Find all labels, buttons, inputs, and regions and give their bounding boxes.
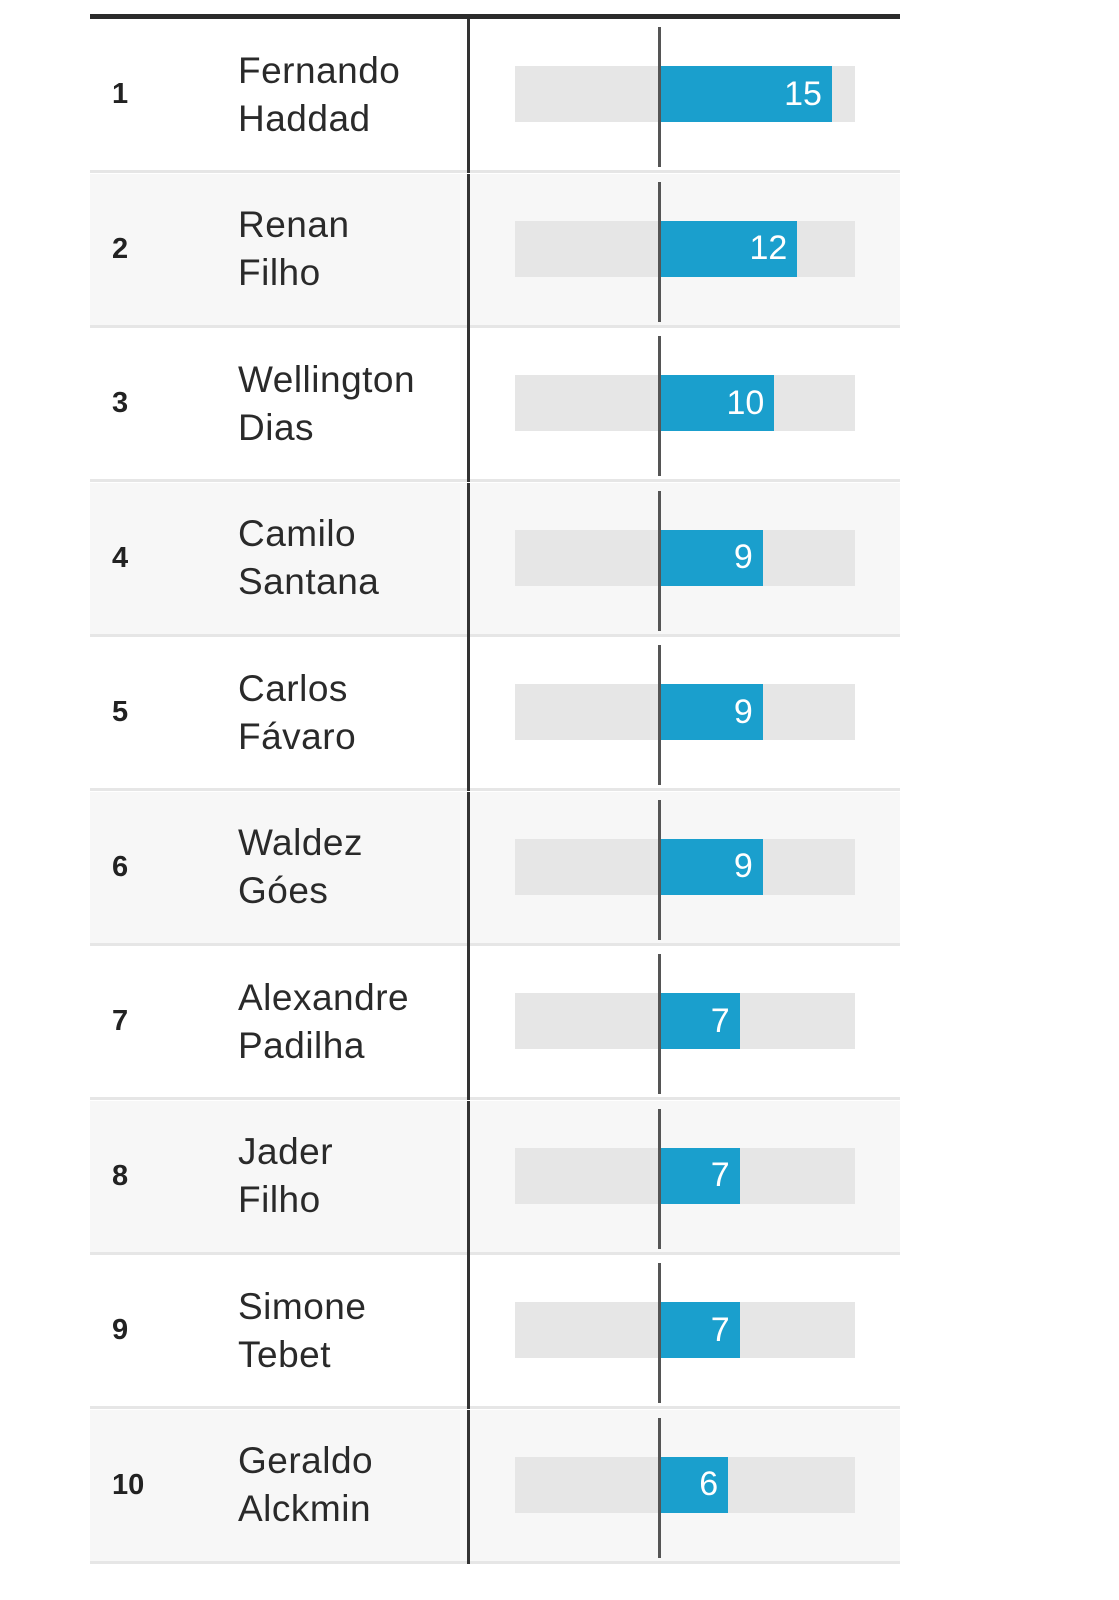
person-name-line1: Fernando [238,49,401,91]
table-row: 6 Waldez Góes 9 [90,791,900,946]
bar-value-label: 10 [726,383,765,422]
person-name-line1: Camilo [238,513,357,554]
rank-label: 9 [112,1314,129,1346]
zero-axis-line [658,1263,661,1403]
person-name: Alexandre Padilha [238,946,409,1097]
column-divider [467,482,470,637]
value-bar [659,66,832,122]
value-bar [659,1456,729,1513]
zero-axis-line [658,645,661,785]
rank-label: 7 [112,1005,129,1037]
person-name-line2: Padilha [238,1024,365,1066]
rank-label: 6 [112,850,129,883]
column-divider [467,19,470,173]
person-name-line1: Waldez [238,822,364,863]
person-name-line2: Góes [238,870,329,911]
person-name-line1: Simone [238,1285,367,1327]
person-name-line1: Renan [238,204,350,245]
table-row: 3 Wellington Dias 10 [90,328,900,482]
value-bar [659,1147,740,1204]
rank-label: 3 [112,387,129,419]
bar-value-label: 7 [710,1001,730,1040]
rank-label: 2 [112,232,129,265]
bar-value-label: 9 [733,692,753,731]
bar-value-label: 7 [710,1310,730,1349]
column-divider [467,791,470,946]
column-divider [467,173,470,328]
zero-axis-line [658,954,661,1094]
person-name: Jader Filho [238,1101,333,1252]
column-divider [467,1409,470,1564]
zero-axis-line [658,1417,661,1558]
zero-axis-line [658,1108,661,1249]
person-name-line1: Carlos [238,667,348,709]
value-bar [659,529,763,586]
column-divider [467,1255,470,1409]
zero-axis-line [658,181,661,322]
person-name-line2: Filho [238,1179,321,1220]
person-name: Camilo Santana [238,483,379,634]
table-top-rule [90,14,900,19]
column-divider [467,328,470,482]
value-bar [659,220,798,277]
table-row: 9 Simone Tebet 7 [90,1255,900,1409]
person-name: Fernando Haddad [238,19,400,170]
person-name-line2: Dias [238,406,315,448]
rank-label: 5 [112,696,129,728]
rank-label: 1 [112,78,129,110]
person-name: Geraldo Alckmin [238,1410,373,1561]
table-row: 8 Jader Filho 7 [90,1100,900,1255]
zero-axis-line [658,490,661,631]
table-row: 7 Alexandre Padilha 7 [90,946,900,1100]
table-row: 10 Geraldo Alckmin 6 [90,1409,900,1564]
zero-axis-line [658,799,661,940]
rank-label: 8 [112,1159,129,1192]
person-name-line1: Wellington [238,358,416,400]
person-name-line2: Filho [238,252,321,293]
table-row: 5 Carlos Fávaro 9 [90,637,900,791]
column-divider [467,946,470,1100]
person-name-line2: Haddad [238,97,371,139]
value-bar [659,375,775,431]
bar-value-label: 12 [749,229,788,267]
rank-label: 4 [112,541,129,574]
person-name: Waldez Góes [238,792,363,943]
bar-value-label: 9 [733,538,753,576]
value-bar [659,838,763,895]
bar-value-label: 7 [710,1156,730,1194]
person-name: Simone Tebet [238,1255,366,1406]
person-name-line1: Alexandre [238,976,410,1018]
value-bar [659,993,740,1049]
person-name: Carlos Fávaro [238,637,356,788]
table-row: 1 Fernando Haddad 15 [90,19,900,173]
person-name-line1: Jader [238,1131,334,1172]
person-name-line2: Tebet [238,1333,332,1375]
bar-value-label: 15 [784,74,822,113]
zero-axis-line [658,336,661,476]
person-name: Wellington Dias [238,328,415,479]
person-name-line1: Geraldo [238,1440,374,1481]
table-row: 2 Renan Filho 12 [90,173,900,328]
column-divider [467,637,470,791]
column-divider [467,1100,470,1255]
value-bar [659,1302,740,1358]
person-name-line2: Fávaro [238,715,357,757]
bar-value-label: 6 [699,1465,719,1503]
bar-value-label: 9 [733,847,753,885]
table-row: 4 Camilo Santana 9 [90,482,900,637]
value-bar [659,684,763,740]
zero-axis-line [658,27,661,167]
person-name: Renan Filho [238,174,350,325]
person-name-line2: Alckmin [238,1488,372,1529]
person-name-line2: Santana [238,561,380,602]
rank-label: 10 [112,1468,145,1501]
